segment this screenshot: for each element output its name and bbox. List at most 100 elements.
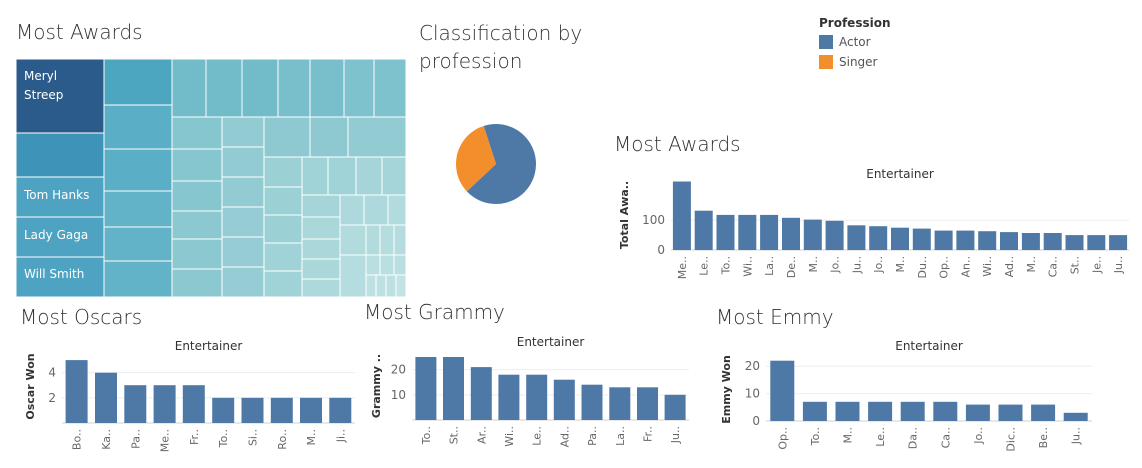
grammy-bar[interactable] [609, 387, 631, 420]
grammy-bar[interactable] [664, 394, 686, 420]
treemap-cell[interactable] [205, 59, 243, 118]
legend-item-actor[interactable]: Actor [819, 32, 891, 52]
treemap-cell[interactable] [241, 59, 279, 118]
grammy-bar[interactable] [553, 379, 575, 420]
treemap-cell[interactable] [393, 224, 406, 256]
treemap-cell[interactable] [103, 190, 173, 228]
awards-bar[interactable] [956, 230, 975, 250]
awards-bar[interactable] [912, 228, 931, 250]
treemap-cell-will-smith[interactable] [16, 256, 105, 297]
treemap-cell[interactable] [103, 260, 173, 297]
awards-bar[interactable] [1021, 233, 1040, 250]
awards-bar[interactable] [694, 210, 713, 250]
awards-bar[interactable] [934, 230, 953, 250]
treemap-cell[interactable] [301, 216, 341, 240]
awards-bar[interactable] [1043, 233, 1062, 250]
awards-bar[interactable] [1000, 232, 1018, 250]
emmy-bar[interactable] [835, 401, 860, 421]
treemap-cell[interactable] [301, 258, 341, 280]
treemap-cell[interactable] [277, 59, 311, 118]
treemap-cell[interactable] [379, 224, 395, 256]
treemap-cell[interactable] [387, 194, 406, 226]
treemap-cell[interactable] [379, 254, 395, 276]
treemap-cell[interactable] [171, 148, 223, 182]
awards-bar[interactable] [782, 217, 800, 250]
treemap-cell[interactable] [373, 59, 406, 118]
treemap-cell[interactable] [16, 132, 105, 178]
treemap-cell[interactable] [363, 194, 389, 226]
treemap-cell[interactable] [385, 274, 397, 297]
grammy-bar[interactable] [581, 384, 603, 420]
oscars-bar[interactable] [212, 397, 235, 423]
treemap-cell[interactable] [221, 146, 265, 178]
grammy-bar[interactable] [415, 357, 437, 420]
awards-bar[interactable] [869, 226, 888, 250]
treemap-cell-tom-hanks[interactable] [16, 176, 105, 218]
treemap-cell[interactable] [263, 116, 311, 158]
pie-slice-singer[interactable] [456, 125, 496, 192]
treemap-cell[interactable] [103, 104, 173, 150]
treemap-cell[interactable] [355, 156, 383, 196]
awards-bar[interactable] [891, 227, 909, 250]
oscars-bar[interactable] [329, 397, 352, 423]
emmy-bar[interactable] [900, 401, 925, 421]
oscars-bar[interactable] [95, 372, 117, 423]
treemap-cell[interactable] [301, 156, 329, 196]
treemap-cell[interactable] [365, 254, 381, 276]
treemap-cell[interactable] [347, 116, 406, 158]
treemap-cell[interactable] [221, 266, 265, 297]
awards-bar[interactable] [1087, 235, 1106, 250]
emmy-bar[interactable] [1031, 404, 1056, 421]
awards-bar[interactable] [825, 220, 844, 250]
treemap-cell[interactable] [171, 268, 223, 297]
treemap-cell[interactable] [171, 59, 207, 118]
emmy-bar[interactable] [1063, 412, 1088, 421]
treemap-cell[interactable] [221, 176, 265, 208]
treemap-cell[interactable] [309, 116, 349, 158]
grammy-bar[interactable] [443, 357, 464, 420]
treemap-cell[interactable] [327, 156, 357, 196]
oscars-bar[interactable] [241, 397, 264, 423]
emmy-bar[interactable] [802, 401, 827, 421]
treemap-cell[interactable] [309, 59, 345, 118]
treemap-cell[interactable] [381, 156, 406, 196]
awards-bar[interactable] [803, 219, 822, 250]
treemap-cell[interactable] [343, 59, 375, 118]
emmy-bar[interactable] [770, 360, 795, 421]
treemap-cell[interactable] [103, 148, 173, 192]
grammy-bar[interactable] [637, 387, 658, 420]
treemap-cell[interactable] [103, 226, 173, 262]
treemap-cell[interactable] [301, 238, 341, 260]
treemap-cell[interactable] [263, 214, 303, 244]
emmy-bar[interactable] [998, 404, 1023, 421]
treemap-cell[interactable] [263, 242, 303, 272]
treemap-cell[interactable] [263, 186, 303, 216]
treemap-cell-lady-gaga[interactable] [16, 216, 105, 258]
oscars-bar[interactable] [300, 397, 322, 423]
oscars-bar[interactable] [65, 360, 88, 423]
treemap-cell[interactable] [301, 278, 341, 297]
treemap-cell[interactable] [339, 254, 367, 297]
treemap-cell[interactable] [365, 224, 381, 256]
treemap-cell[interactable] [221, 116, 265, 148]
awards-bar[interactable] [978, 231, 997, 250]
treemap-cell[interactable] [339, 194, 365, 226]
grammy-bar[interactable] [526, 374, 548, 420]
oscars-bar[interactable] [270, 397, 293, 423]
grammy-bar[interactable] [470, 367, 492, 420]
treemap-cell[interactable] [375, 274, 387, 297]
treemap-cell[interactable] [171, 116, 223, 150]
treemap-cell[interactable] [263, 270, 303, 297]
treemap-cell[interactable] [365, 274, 377, 297]
emmy-bar[interactable] [965, 404, 990, 421]
emmy-bar[interactable] [868, 401, 893, 421]
awards-bar[interactable] [738, 214, 757, 250]
treemap-cell[interactable] [103, 59, 173, 106]
oscars-bar[interactable] [153, 385, 176, 423]
oscars-bar[interactable] [182, 385, 205, 423]
treemap-cell[interactable] [393, 254, 406, 276]
awards-bar[interactable] [672, 181, 691, 251]
awards-bar[interactable] [760, 214, 779, 250]
treemap-cell[interactable] [263, 156, 303, 188]
treemap-cell[interactable] [339, 224, 367, 256]
